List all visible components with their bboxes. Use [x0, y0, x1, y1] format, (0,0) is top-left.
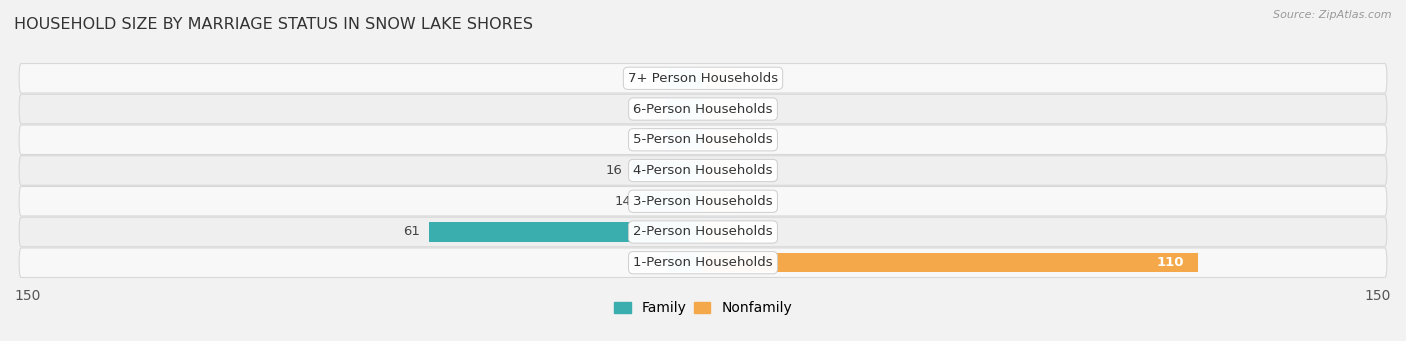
Text: 0: 0	[650, 256, 658, 269]
Text: 2-Person Households: 2-Person Households	[633, 225, 773, 238]
Bar	[703, 253, 1198, 272]
FancyBboxPatch shape	[20, 187, 1386, 216]
Bar	[631, 161, 703, 180]
Text: 7+ Person Households: 7+ Person Households	[628, 72, 778, 85]
Bar	[703, 100, 740, 119]
Bar	[703, 130, 740, 149]
Text: 16: 16	[605, 164, 621, 177]
FancyBboxPatch shape	[20, 248, 1386, 278]
FancyBboxPatch shape	[20, 217, 1386, 247]
Bar	[666, 69, 703, 88]
FancyBboxPatch shape	[20, 63, 1386, 93]
Text: Source: ZipAtlas.com: Source: ZipAtlas.com	[1274, 10, 1392, 20]
Bar	[640, 192, 703, 211]
Text: 61: 61	[402, 225, 419, 238]
Bar	[703, 222, 740, 241]
FancyBboxPatch shape	[20, 156, 1386, 185]
Text: 4-Person Households: 4-Person Households	[633, 164, 773, 177]
Text: 0: 0	[748, 72, 756, 85]
Text: 0: 0	[650, 133, 658, 146]
Text: 0: 0	[748, 133, 756, 146]
Legend: Family, Nonfamily: Family, Nonfamily	[609, 296, 797, 321]
Bar	[703, 192, 740, 211]
Bar	[666, 130, 703, 149]
Bar	[703, 69, 740, 88]
FancyBboxPatch shape	[20, 94, 1386, 124]
Bar	[666, 253, 703, 272]
Text: 8: 8	[748, 225, 756, 238]
Text: 3-Person Households: 3-Person Households	[633, 195, 773, 208]
Bar	[703, 161, 740, 180]
FancyBboxPatch shape	[20, 125, 1386, 154]
Text: 0: 0	[748, 164, 756, 177]
Bar	[666, 100, 703, 119]
Text: 110: 110	[1157, 256, 1184, 269]
Text: 5-Person Households: 5-Person Households	[633, 133, 773, 146]
Text: 1-Person Households: 1-Person Households	[633, 256, 773, 269]
Bar	[429, 222, 703, 241]
Text: HOUSEHOLD SIZE BY MARRIAGE STATUS IN SNOW LAKE SHORES: HOUSEHOLD SIZE BY MARRIAGE STATUS IN SNO…	[14, 17, 533, 32]
Text: 0: 0	[748, 103, 756, 116]
Text: 0: 0	[650, 103, 658, 116]
Text: 0: 0	[748, 195, 756, 208]
Text: 6-Person Households: 6-Person Households	[633, 103, 773, 116]
Text: 0: 0	[650, 72, 658, 85]
Text: 14: 14	[614, 195, 631, 208]
